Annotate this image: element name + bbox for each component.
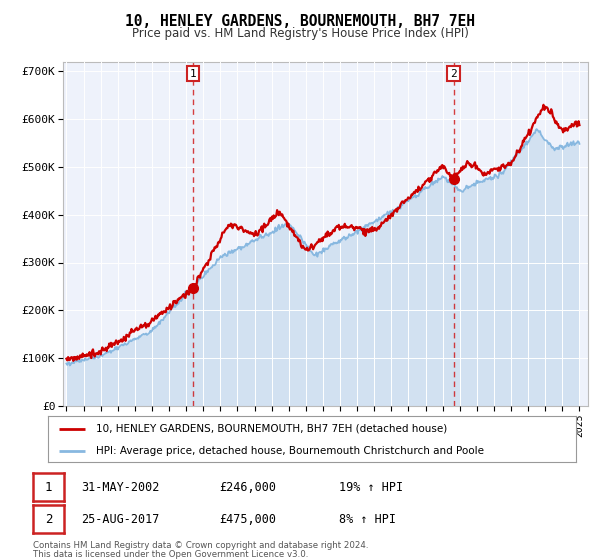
Text: 2: 2 — [45, 512, 52, 526]
Text: 25-AUG-2017: 25-AUG-2017 — [81, 512, 160, 526]
Text: Contains HM Land Registry data © Crown copyright and database right 2024.: Contains HM Land Registry data © Crown c… — [33, 541, 368, 550]
Text: 1: 1 — [190, 68, 197, 78]
Text: 31-MAY-2002: 31-MAY-2002 — [81, 480, 160, 494]
Text: Price paid vs. HM Land Registry's House Price Index (HPI): Price paid vs. HM Land Registry's House … — [131, 27, 469, 40]
Text: 8% ↑ HPI: 8% ↑ HPI — [339, 512, 396, 526]
Text: £246,000: £246,000 — [219, 480, 276, 494]
Text: 10, HENLEY GARDENS, BOURNEMOUTH, BH7 7EH: 10, HENLEY GARDENS, BOURNEMOUTH, BH7 7EH — [125, 14, 475, 29]
Text: 1: 1 — [45, 480, 52, 494]
Text: 19% ↑ HPI: 19% ↑ HPI — [339, 480, 403, 494]
Text: HPI: Average price, detached house, Bournemouth Christchurch and Poole: HPI: Average price, detached house, Bour… — [95, 446, 484, 455]
Text: 2: 2 — [450, 68, 457, 78]
Text: 10, HENLEY GARDENS, BOURNEMOUTH, BH7 7EH (detached house): 10, HENLEY GARDENS, BOURNEMOUTH, BH7 7EH… — [95, 424, 447, 434]
Text: £475,000: £475,000 — [219, 512, 276, 526]
Text: This data is licensed under the Open Government Licence v3.0.: This data is licensed under the Open Gov… — [33, 550, 308, 559]
